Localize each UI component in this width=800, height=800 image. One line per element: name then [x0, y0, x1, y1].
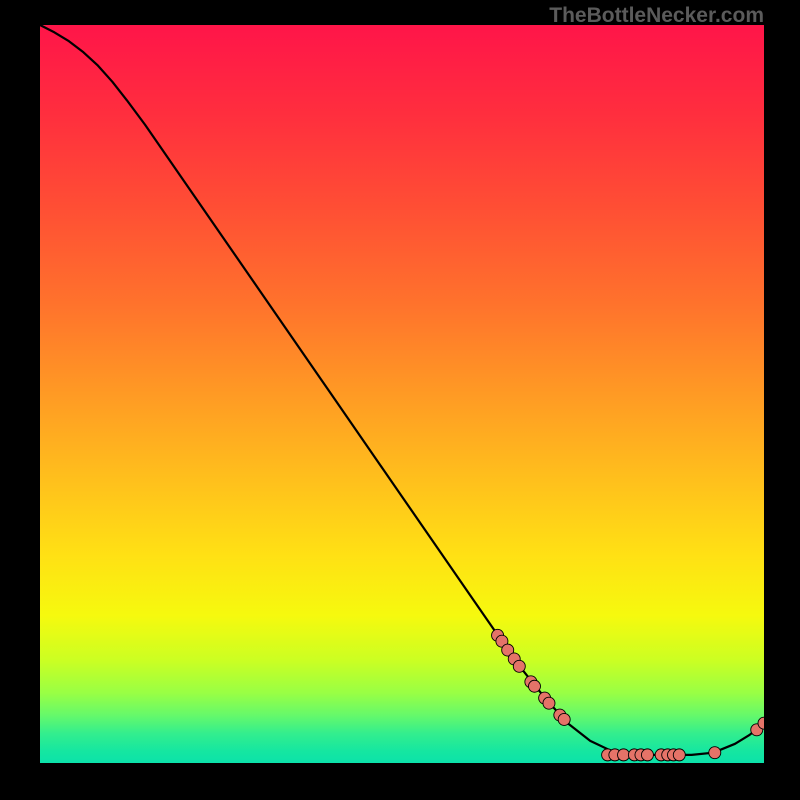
chart-svg	[40, 25, 764, 763]
data-marker	[673, 749, 685, 761]
data-marker	[641, 749, 653, 761]
data-marker	[513, 660, 525, 672]
data-marker	[558, 713, 570, 725]
data-marker	[618, 749, 630, 761]
plot-area	[40, 25, 764, 763]
data-marker	[543, 697, 555, 709]
chart-frame: TheBottleNecker.com	[0, 0, 800, 800]
data-marker	[709, 747, 721, 759]
gradient-background	[40, 25, 764, 763]
data-marker	[528, 680, 540, 692]
watermark-text: TheBottleNecker.com	[549, 4, 764, 28]
